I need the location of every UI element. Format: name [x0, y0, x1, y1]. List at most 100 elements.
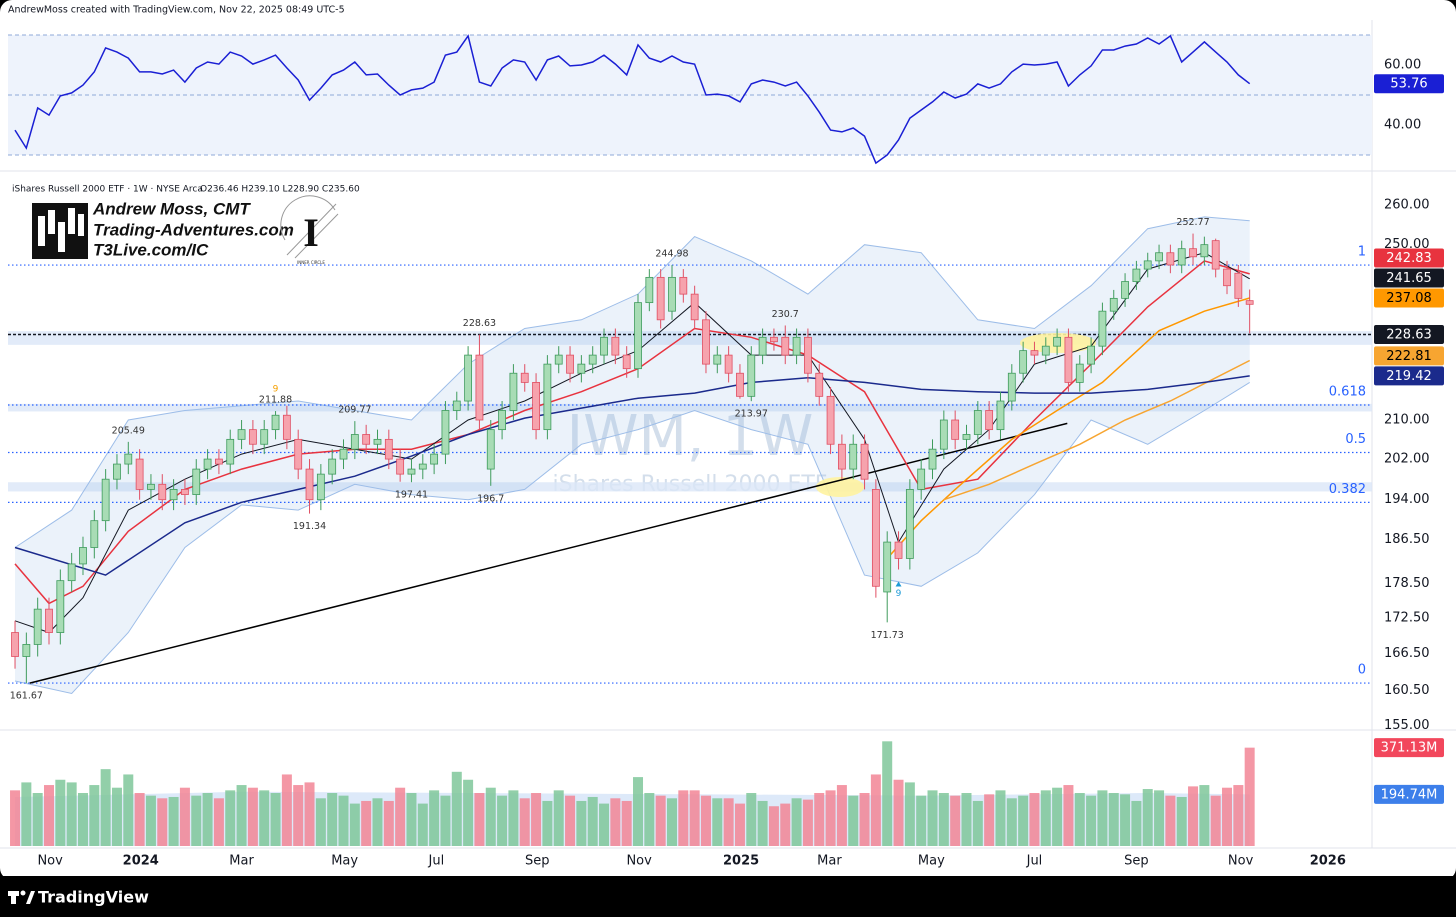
volume-bar	[859, 793, 870, 846]
candle-body	[1098, 310, 1107, 347]
candle-body	[498, 410, 506, 431]
logo-shape	[26, 891, 35, 904]
brand-logo-slash	[294, 213, 339, 259]
candle-body	[56, 580, 65, 633]
volume-bar	[247, 787, 258, 846]
candle-body	[826, 395, 835, 445]
brand-logo-arc	[280, 195, 336, 241]
candle-body	[1121, 281, 1129, 299]
candle-body	[679, 276, 688, 295]
main-pane-back	[8, 216, 1372, 695]
volume-bar	[848, 795, 859, 846]
volume-bar	[21, 782, 32, 846]
candle-body	[1019, 350, 1028, 374]
candle-body	[905, 489, 914, 559]
header-text: AndrewMoss created with TradingView.com,…	[8, 5, 345, 16]
td-count: 9	[273, 385, 279, 395]
y-tick-label: 186.50	[1384, 532, 1430, 547]
candle-body	[928, 448, 937, 470]
branding: Andrew Moss, CMT Trading-Adventures.com …	[32, 195, 339, 265]
volume-bar	[349, 803, 360, 846]
volume-bar	[485, 787, 496, 846]
high-label: 230.7	[772, 309, 799, 320]
x-tick-label: Jul	[428, 854, 445, 869]
candle-body	[282, 414, 291, 440]
candle-body	[101, 478, 110, 522]
trendline	[29, 422, 1068, 684]
volume-bar	[508, 790, 519, 846]
candle-body	[611, 336, 620, 356]
price-label-box	[1374, 366, 1444, 386]
x-tick-label: Sep	[1124, 854, 1149, 869]
candle-body	[158, 483, 167, 501]
low-label: 196.7	[477, 493, 504, 504]
candle-body	[11, 632, 19, 657]
volume-bar	[610, 798, 621, 846]
volume-bar	[202, 793, 213, 846]
candle-body	[339, 448, 348, 460]
y-tick-label: 202.00	[1384, 452, 1430, 467]
fib-label: 0.382	[1329, 482, 1366, 497]
candle-body	[1223, 268, 1231, 287]
candle-body	[1109, 297, 1118, 312]
candle-body	[656, 276, 665, 321]
volume-bar	[621, 800, 632, 846]
candle-body	[815, 372, 824, 397]
brand-badge: INNER CIRCLE	[297, 260, 325, 265]
candle-body	[1041, 345, 1050, 356]
x-tick-label: 2025	[723, 854, 759, 869]
candle-body	[1166, 252, 1175, 266]
candle-body	[181, 489, 189, 495]
x-tick-label: Nov	[37, 854, 63, 869]
volume-bar	[10, 790, 21, 846]
volume-bar	[723, 798, 734, 846]
candle-body	[543, 363, 552, 431]
volume-bar	[757, 800, 768, 846]
volume-bar	[1176, 796, 1187, 846]
candle-body	[883, 541, 892, 593]
rsi-tick-label: 40.00	[1384, 118, 1421, 133]
volume-bar	[372, 798, 383, 846]
candle-body	[849, 443, 858, 470]
price-label-box	[1374, 268, 1444, 288]
price-label: 237.08	[1386, 291, 1432, 306]
volume-bar	[259, 790, 270, 846]
price-label: 242.83	[1386, 251, 1432, 266]
volume-bar	[916, 795, 927, 846]
candle-body	[781, 336, 790, 356]
watermark-symbol: IWM, 1W	[567, 404, 814, 469]
candle-body	[1087, 345, 1095, 365]
brand-icon-candle	[38, 216, 45, 246]
candle-body	[1200, 244, 1209, 258]
candle-body	[1053, 336, 1062, 347]
volume-bar	[463, 779, 474, 846]
volume-bar	[304, 782, 315, 846]
x-tick-label: 2026	[1310, 854, 1346, 869]
fib-label: 0	[1358, 663, 1366, 678]
candle-body	[1177, 248, 1186, 266]
candle-body	[362, 434, 371, 445]
footer-logo-text[interactable]: TradingView	[38, 888, 149, 907]
volume-bar	[542, 800, 553, 846]
volume-bar	[1142, 789, 1153, 846]
x-tick-label: 2024	[123, 854, 159, 869]
volume-bar	[417, 803, 428, 846]
low-label: 191.34	[293, 521, 326, 532]
volume-bar	[315, 798, 326, 846]
candle-body	[736, 372, 744, 397]
candle-body	[226, 438, 235, 465]
candle-body	[1155, 252, 1163, 262]
brand-icon-candle	[58, 222, 65, 252]
price-label-box	[1374, 784, 1444, 804]
volume-bar	[1120, 794, 1131, 846]
volume-bar	[134, 793, 145, 846]
candle-body	[192, 468, 201, 495]
logo-shape	[11, 891, 16, 904]
candle-body	[600, 336, 608, 356]
candle-body	[1064, 336, 1073, 383]
volume-bar	[145, 795, 156, 846]
fib-label: 1	[1358, 245, 1366, 260]
volume-bar	[689, 790, 700, 846]
candle-body	[1245, 300, 1254, 305]
volume-bar	[1029, 793, 1040, 846]
